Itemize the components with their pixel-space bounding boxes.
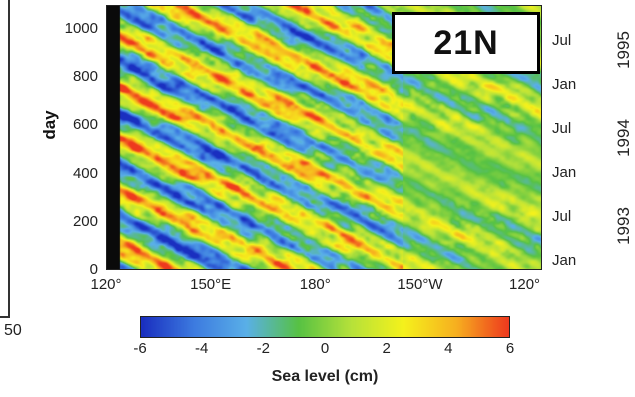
time-tick-label: Jul xyxy=(552,32,572,50)
y-axis-label: day xyxy=(40,110,59,140)
colorbar-tick-label: 6 xyxy=(505,340,515,357)
y-tick-label: 1000 xyxy=(64,20,98,38)
x-tick-label: 120° xyxy=(90,276,122,293)
colorbar-tick-label: -2 xyxy=(256,340,270,357)
colorbar-tick-label: -4 xyxy=(194,340,209,357)
time-tick-label: Jul xyxy=(552,120,572,138)
y-tick-label: 0 xyxy=(89,261,98,278)
x-tick-label: 150°W xyxy=(397,276,443,293)
y-tick-label: 200 xyxy=(72,212,98,230)
adjacent-panel-edge xyxy=(0,0,10,318)
time-tick-label: Jul xyxy=(552,208,572,226)
colorbar-tick-label: 0 xyxy=(320,340,330,357)
colorbar-tick-label: 2 xyxy=(382,340,391,357)
colorbar xyxy=(140,316,510,338)
time-tick-label: Jan xyxy=(552,252,577,269)
time-tick-label: Jan xyxy=(552,164,577,182)
x-tick-label: 180° xyxy=(299,276,331,293)
colorbar-tick-label: -6 xyxy=(133,340,147,357)
year-label: 1995 xyxy=(614,31,633,70)
year-label: 1993 xyxy=(614,207,633,246)
colorbar-tick-label: 4 xyxy=(444,340,453,357)
y-tick-label: 800 xyxy=(72,68,98,86)
time-tick-label: Jan xyxy=(552,76,577,94)
adjacent-panel-tick-label: 50 xyxy=(4,322,22,339)
colorbar-label: Sea level (cm) xyxy=(271,368,379,385)
latitude-label-box: 21N xyxy=(392,12,540,74)
y-tick-label: 400 xyxy=(72,164,98,182)
y-tick-label: 600 xyxy=(72,116,98,134)
year-label: 1994 xyxy=(614,119,633,158)
x-tick-label: 150°E xyxy=(190,276,232,293)
x-tick-label: 120° xyxy=(509,276,541,293)
